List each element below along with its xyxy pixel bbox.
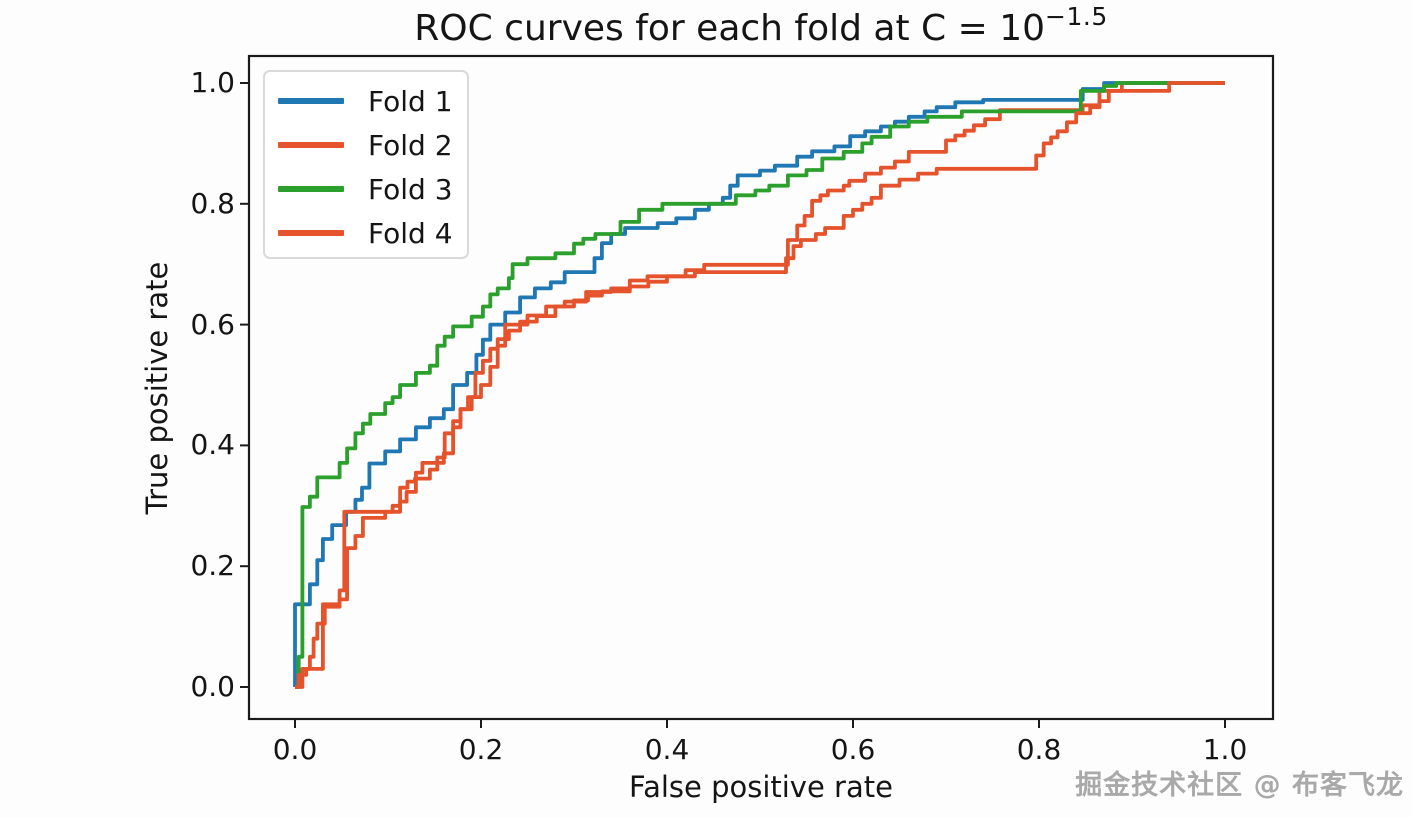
legend-label: Fold 3 (368, 172, 453, 206)
y-tick-label-1: 0.2 (190, 549, 235, 583)
roc-curve-fold-3 (295, 81, 1225, 689)
plot-title-exponent: −1.5 (1045, 2, 1108, 31)
legend-item-fold-4: Fold 4 (278, 211, 467, 255)
legend-swatch (278, 230, 344, 236)
x-tick-label-2: 0.4 (644, 733, 690, 766)
y-tick-label-4: 0.8 (190, 186, 235, 220)
x-tick-label-1: 0.2 (458, 733, 504, 766)
y-tick-label-3: 0.6 (190, 307, 235, 341)
x-axis-label: False positive rate (629, 770, 893, 804)
legend-swatch (278, 142, 344, 148)
y-tick-marks (240, 82, 248, 688)
y-tick-label-5: 1.0 (190, 66, 235, 99)
roc-curves (293, 81, 1225, 689)
plot-title-text: ROC curves for each fold at C = 10 (414, 8, 1046, 49)
roc-curve-fold-2 (295, 81, 1225, 689)
watermark: 掘金技术社区 @ 布客飞龙 (1075, 770, 1404, 801)
y-axis-label: True positive rate (140, 261, 174, 515)
plot-title: ROC curves for each fold at C = 10−1.5 (249, 2, 1273, 49)
legend-swatch (278, 186, 344, 192)
x-tick-label-4: 0.8 (1016, 733, 1062, 766)
legend: Fold 1 Fold 2 Fold 3 Fold 4 (263, 70, 469, 259)
x-tick-label-0: 0.0 (272, 733, 318, 766)
legend-label: Fold 2 (368, 128, 453, 162)
legend-label: Fold 1 (368, 84, 453, 118)
x-tick-label-5: 1.0 (1202, 733, 1248, 766)
y-tick-label-2: 0.4 (190, 428, 235, 462)
legend-item-fold-1: Fold 1 (278, 79, 467, 123)
legend-swatch (278, 98, 344, 104)
x-tick-label-3: 0.6 (830, 733, 876, 766)
x-tick-marks (294, 720, 1226, 728)
legend-label: Fold 4 (368, 216, 453, 250)
roc-curve-fold-4 (295, 81, 1225, 689)
legend-item-fold-2: Fold 2 (278, 123, 467, 167)
legend-item-fold-3: Fold 3 (278, 167, 467, 211)
y-tick-label-0: 0.0 (190, 670, 235, 703)
roc-curve-fold-1 (293, 81, 1225, 687)
axes-frame (247, 54, 1275, 721)
